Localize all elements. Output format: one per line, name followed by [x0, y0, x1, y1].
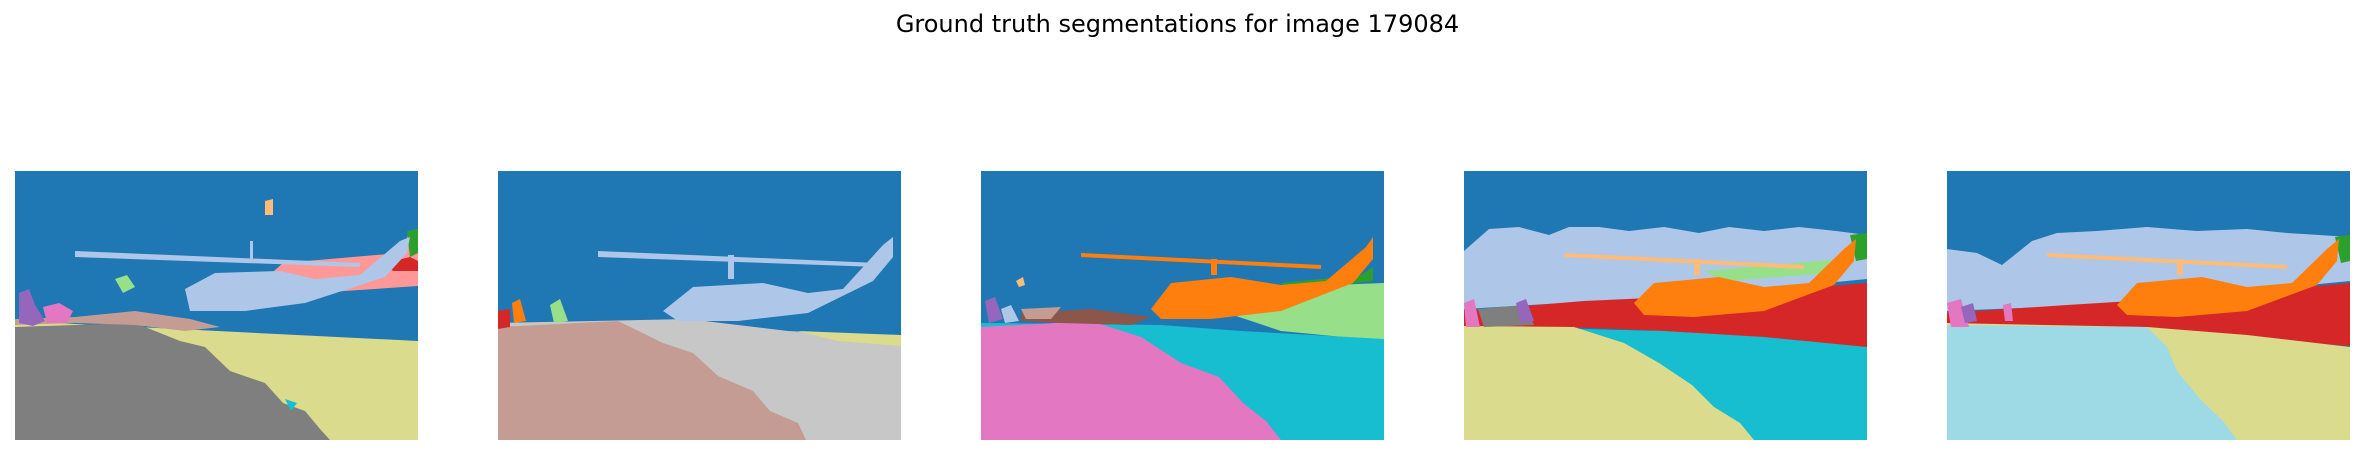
- segmentation-panel-3: [981, 171, 1384, 440]
- segmentation-map-2: [498, 171, 901, 440]
- segmentation-panel-4: [1464, 171, 1867, 440]
- figure-title: Ground truth segmentations for image 179…: [895, 10, 1460, 38]
- segmentation-panel-5: [1947, 171, 2350, 440]
- segmentation-map-5: [1947, 171, 2350, 440]
- segmentation-map-4: [1464, 171, 1867, 440]
- segmentation-map-3: [981, 171, 1384, 440]
- segmentation-map-1: [15, 171, 418, 440]
- segmentation-panel-2: [498, 171, 901, 440]
- segmentation-panel-1: [15, 171, 418, 440]
